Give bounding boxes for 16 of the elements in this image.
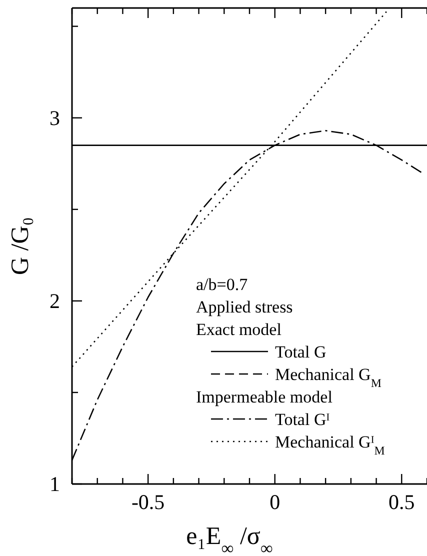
y-tick-label: 3 — [50, 106, 60, 130]
x-tick-label: 0 — [270, 490, 280, 514]
x-tick-label: 0.5 — [388, 490, 415, 514]
x-tick-label: -0.5 — [131, 490, 165, 514]
annotation: a/b=0.7 — [196, 275, 248, 294]
x-axis-title: e₁E$_{∞}$ /σ$_{∞}$ — [186, 523, 273, 556]
legend-label: Mechanical Gᴵ$_{M}$ — [275, 432, 386, 458]
legend-label: Total G — [275, 342, 326, 362]
legend-label: Mechanical G$_{M}$ — [275, 365, 382, 390]
annotation: Exact model — [196, 320, 282, 339]
annotation: Impermeable model — [196, 388, 333, 406]
y-tick-label: 1 — [50, 472, 60, 496]
y-tick-label: 2 — [50, 288, 60, 313]
annotation: Applied stress — [196, 298, 293, 316]
legend-label: Total Gᴵ — [275, 410, 330, 429]
y-axis-title: G /G₀ — [7, 216, 34, 276]
